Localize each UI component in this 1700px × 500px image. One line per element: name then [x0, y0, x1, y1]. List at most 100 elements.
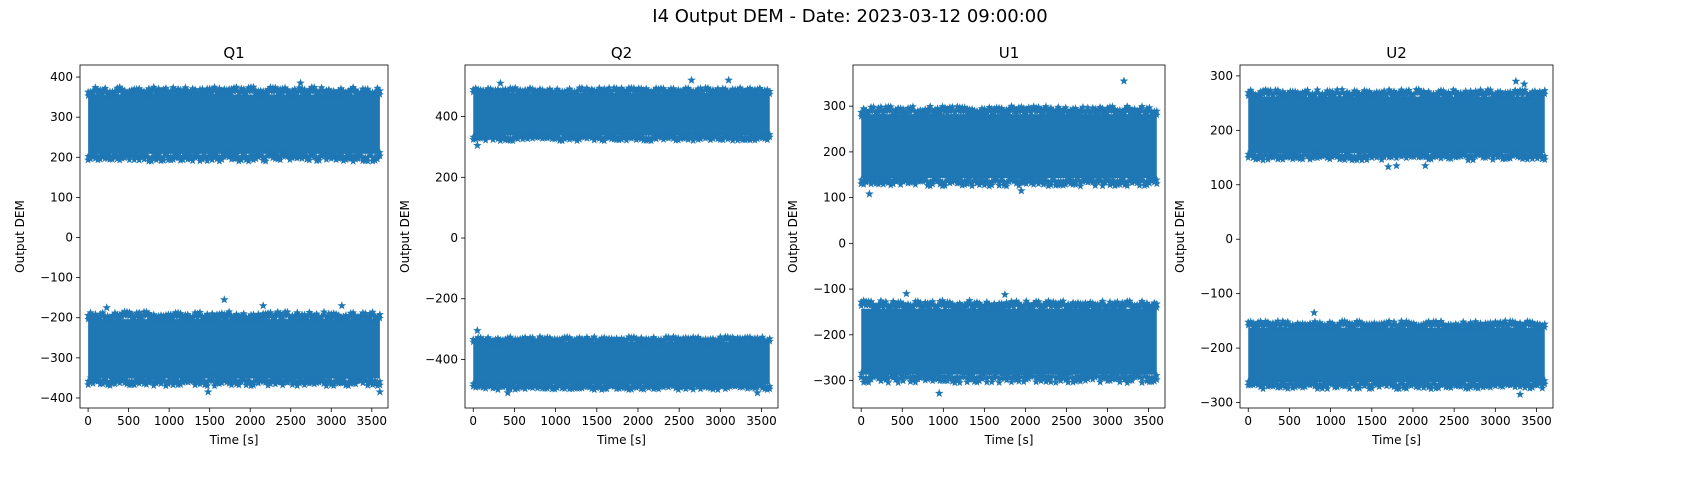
data-point: [91, 154, 100, 162]
data-point: [1113, 374, 1122, 382]
data-point: [1469, 378, 1477, 386]
data-point: [1256, 91, 1265, 99]
data-point: [938, 296, 947, 304]
data-point: [217, 309, 226, 317]
data-point: [491, 383, 500, 392]
data-point: [674, 385, 683, 394]
data-point: [975, 299, 984, 307]
data-point: [1024, 176, 1033, 184]
data-point: [511, 131, 519, 139]
data-point: [118, 154, 127, 162]
data-point: [1034, 176, 1043, 184]
data-point: [145, 375, 153, 383]
data-point: [990, 104, 999, 113]
data-point: [499, 132, 507, 140]
data-point: [1434, 148, 1443, 156]
data-point: [1044, 296, 1053, 305]
data-point: [1461, 148, 1470, 156]
data-point: [857, 369, 865, 377]
data-point: [1328, 379, 1337, 388]
data-point: [1022, 375, 1031, 383]
data-point: [1491, 148, 1500, 156]
data-point: [1488, 155, 1497, 163]
data-point: [891, 109, 900, 118]
data-point: [1321, 378, 1329, 386]
data-point: [899, 109, 907, 117]
data-point: [242, 92, 250, 100]
data-point: [881, 297, 890, 306]
data-point: [196, 308, 204, 316]
data-point: [1069, 104, 1077, 113]
data-point: [1103, 173, 1112, 181]
data-point: [1446, 383, 1455, 392]
data-point: [1071, 299, 1080, 308]
data-point: [983, 174, 991, 182]
data-point: [1086, 111, 1095, 119]
data-point: [1372, 323, 1381, 331]
data-point: [666, 133, 675, 141]
data-point: [1116, 110, 1124, 118]
data-point: [213, 90, 221, 99]
data-point: [906, 103, 915, 112]
data-point: [950, 106, 959, 115]
data-point: [879, 176, 888, 184]
data-point: [874, 370, 883, 378]
data-point: [137, 315, 146, 323]
data-point: [864, 112, 873, 120]
data-point: [1079, 369, 1087, 377]
data-point: [1088, 178, 1097, 186]
data-point: [1133, 178, 1142, 187]
data-point: [622, 338, 631, 347]
data-point: [183, 155, 192, 163]
data-point: [1538, 92, 1547, 100]
data-point: [985, 368, 994, 376]
data-point: [1093, 177, 1102, 186]
x-tick-label: 2000: [623, 414, 654, 428]
data-point: [973, 302, 981, 310]
data-point: [1427, 384, 1436, 393]
data-point: [276, 377, 285, 386]
data-point: [1251, 94, 1260, 102]
data-point: [975, 177, 984, 185]
data-point: [657, 133, 665, 142]
data-point: [1476, 89, 1485, 97]
data-point: [1449, 151, 1458, 160]
data-point: [1397, 376, 1406, 384]
data-point: [1464, 384, 1473, 393]
data-point: [1328, 322, 1337, 330]
data-point: [1318, 384, 1327, 392]
data-point: [184, 151, 192, 159]
data-point: [349, 308, 358, 317]
data-point: [899, 376, 908, 385]
data-point: [635, 379, 643, 387]
data-point: [726, 379, 734, 388]
data-point: [1079, 303, 1087, 311]
data-point: [1521, 153, 1529, 162]
data-point: [1533, 88, 1542, 97]
data-point: [533, 130, 542, 139]
data-point: [132, 312, 141, 320]
data-point: [748, 89, 757, 97]
data-point: [118, 313, 126, 321]
data-point: [1452, 149, 1460, 157]
data-point: [610, 379, 618, 388]
data-point: [300, 314, 309, 322]
data-point: [1321, 324, 1329, 332]
x-tick-label: 1500: [1357, 414, 1388, 428]
data-point: [538, 134, 547, 142]
data-point: [373, 381, 382, 390]
data-point: [1340, 152, 1349, 160]
data-point: [1375, 148, 1383, 156]
data-point: [130, 155, 139, 164]
data-point: [300, 152, 309, 161]
data-point: [761, 339, 769, 347]
data-point: [489, 135, 497, 144]
data-point: [1518, 151, 1527, 159]
data-point: [1034, 103, 1043, 111]
data-point: [708, 385, 717, 393]
data-point: [560, 336, 569, 344]
data-point: [763, 88, 772, 96]
data-point: [911, 180, 920, 188]
data-point: [1125, 296, 1134, 305]
data-point: [1009, 103, 1018, 112]
